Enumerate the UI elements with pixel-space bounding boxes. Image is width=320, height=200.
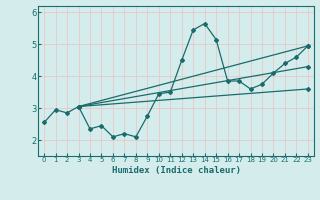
X-axis label: Humidex (Indice chaleur): Humidex (Indice chaleur) [111, 166, 241, 175]
